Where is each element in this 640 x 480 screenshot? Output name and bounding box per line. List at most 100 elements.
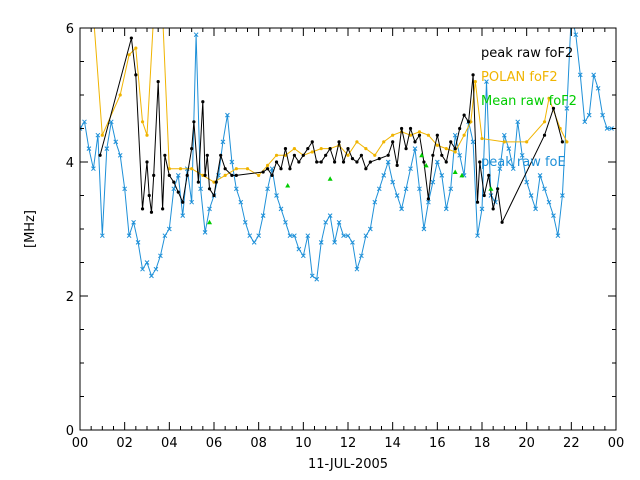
data-point	[152, 173, 156, 177]
data-point	[426, 197, 430, 201]
data-point	[395, 163, 399, 167]
data-point	[359, 253, 364, 259]
x-tick-label: 14	[384, 436, 401, 451]
data-point	[324, 153, 328, 157]
data-point	[145, 160, 149, 164]
data-point	[467, 120, 471, 124]
data-point	[300, 253, 306, 259]
data-point	[372, 199, 378, 205]
data-point	[189, 199, 195, 205]
x-tick-label: 04	[161, 436, 178, 451]
data-point	[185, 173, 189, 177]
data-point	[480, 136, 484, 141]
x-tick-label: 22	[563, 436, 580, 451]
data-point	[462, 113, 466, 117]
x-tick-label: 12	[340, 436, 357, 451]
data-point	[355, 140, 359, 144]
data-point	[373, 153, 377, 157]
data-point	[214, 180, 218, 184]
data-point	[201, 100, 205, 104]
data-point	[278, 206, 284, 212]
data-point	[515, 119, 521, 125]
data-point	[245, 167, 250, 171]
data-point	[367, 226, 373, 232]
data-point	[288, 167, 292, 171]
data-point	[126, 233, 132, 239]
data-point	[205, 153, 209, 157]
data-point	[496, 187, 500, 191]
data-point	[484, 79, 489, 84]
data-point	[475, 200, 480, 204]
legend-entry-3: peak raw foE	[481, 155, 566, 170]
data-point	[319, 160, 323, 164]
data-point	[315, 160, 319, 164]
data-point	[609, 126, 614, 131]
data-point	[229, 159, 235, 165]
data-point	[355, 160, 359, 164]
data-point	[274, 193, 279, 198]
data-point	[251, 240, 257, 245]
data-point	[153, 266, 159, 272]
data-point	[560, 193, 565, 198]
data-point	[238, 199, 244, 205]
data-point	[435, 143, 439, 147]
data-point	[256, 233, 262, 239]
legend-entry-2: Mean raw foF2	[481, 94, 577, 109]
data-point	[519, 152, 525, 158]
data-point	[440, 153, 444, 157]
data-point	[98, 153, 102, 157]
data-point	[417, 130, 422, 134]
data-point	[400, 126, 404, 131]
y-tick-label: 0	[66, 424, 74, 439]
data-point	[220, 139, 226, 145]
y-tick-label: 6	[66, 22, 74, 37]
data-point	[546, 199, 552, 205]
data-point	[196, 180, 200, 184]
y-tick-label: 2	[66, 290, 74, 305]
data-point	[368, 160, 372, 164]
data-point	[434, 159, 440, 165]
data-point	[497, 166, 503, 172]
data-point	[487, 173, 491, 177]
data-point	[478, 160, 482, 164]
data-point	[287, 233, 293, 239]
data-point	[332, 240, 337, 245]
data-point	[140, 120, 145, 124]
data-point	[430, 179, 436, 185]
data-point	[426, 199, 431, 205]
data-point	[470, 139, 476, 145]
series-0	[98, 36, 565, 225]
data-point	[448, 186, 454, 192]
data-point	[166, 226, 172, 232]
data-point	[391, 140, 395, 144]
data-point	[413, 140, 417, 144]
data-point	[310, 150, 314, 154]
data-point	[551, 106, 556, 110]
data-point	[201, 173, 205, 177]
data-point	[452, 169, 458, 175]
legend-layer: peak raw foF2 POLAN foF2 Mean raw foF2 peak…	[481, 46, 577, 170]
x-tick-label: 08	[250, 436, 267, 451]
data-point	[230, 173, 234, 177]
data-point	[458, 126, 462, 131]
data-point	[488, 186, 494, 191]
data-point	[223, 173, 227, 177]
data-point	[266, 167, 270, 171]
data-point	[156, 80, 160, 84]
data-point	[190, 147, 194, 151]
data-point	[117, 152, 123, 158]
data-point	[471, 73, 475, 77]
data-point	[172, 180, 176, 184]
data-point	[285, 182, 291, 188]
data-point	[524, 179, 530, 185]
data-point	[412, 146, 418, 151]
data-point	[399, 206, 404, 212]
legend-entry-1: POLAN foF2	[481, 70, 558, 85]
series-2	[207, 152, 494, 225]
y-tick-label: 4	[66, 156, 74, 171]
data-point	[469, 120, 473, 124]
data-point	[305, 233, 311, 239]
data-point	[134, 46, 138, 50]
data-point	[457, 152, 463, 158]
